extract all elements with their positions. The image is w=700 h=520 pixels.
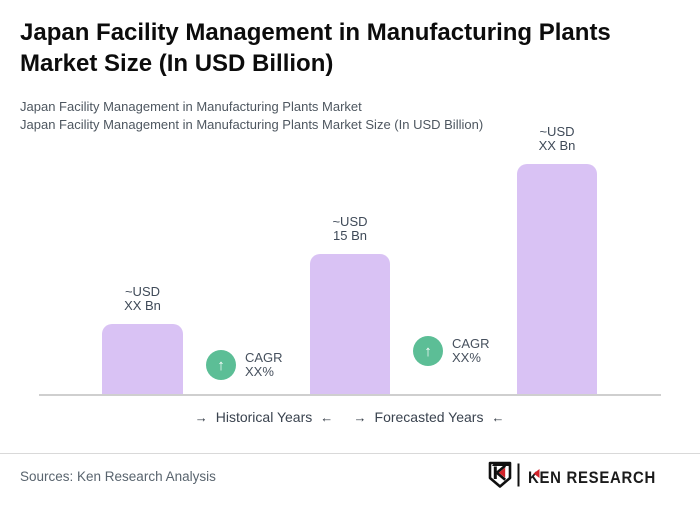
footer-divider xyxy=(0,453,700,454)
cagr-label: CAGR xyxy=(245,350,283,365)
cagr-badge-2: ↑ CAGR XX% xyxy=(413,336,490,366)
up-arrow-icon: ↑ xyxy=(413,336,443,366)
historical-years-label: Historical Years xyxy=(215,409,313,425)
x-axis-line xyxy=(39,394,661,396)
right-arrow-icon: → xyxy=(194,410,208,425)
right-arrow-icon: → xyxy=(353,410,367,425)
page-title: Japan Facility Management in Manufacturi… xyxy=(20,19,611,77)
left-arrow-icon: ← xyxy=(491,410,505,425)
up-arrow-glyph: ↑ xyxy=(217,356,225,374)
cagr-badge-1: ↑ CAGR XX% xyxy=(206,350,283,380)
x-axis-group-forecasted: → Forecasted Years ← xyxy=(354,409,505,426)
bar-historical-1 xyxy=(102,324,183,394)
sources-note: Sources: Ken Research Analysis xyxy=(20,469,216,484)
bar-value-label-1: ~USD XX Bn xyxy=(102,285,183,313)
logo-separator xyxy=(517,463,520,487)
x-axis-group-historical: → Historical Years ← xyxy=(195,409,334,426)
cagr-text-2: CAGR XX% xyxy=(452,337,490,365)
up-arrow-icon: ↑ xyxy=(206,350,236,380)
bar-historical-2 xyxy=(310,254,390,394)
forecasted-years-label: Forecasted Years xyxy=(374,409,484,425)
cagr-value: XX% xyxy=(245,364,274,379)
logo-wordmark: KEN RESEARCH xyxy=(528,469,656,487)
bar-value-label-2-line1: ~USD xyxy=(332,214,368,229)
bar-value-label-3-line2: XX Bn xyxy=(538,138,576,153)
up-arrow-glyph: ↑ xyxy=(424,342,432,360)
bar-value-label-3: ~USD XX Bn xyxy=(517,125,597,153)
bar-value-label-1-line1: ~USD xyxy=(124,284,161,299)
bar-value-label-2: ~USD 15 Bn xyxy=(310,215,390,243)
left-arrow-icon: ← xyxy=(320,410,334,425)
cagr-value: XX% xyxy=(452,350,481,365)
bar-value-label-2-line2: 15 Bn xyxy=(333,228,367,243)
ken-shield-k-icon xyxy=(488,461,512,488)
cagr-label: CAGR xyxy=(452,336,490,351)
chart-subtitle-line1: Japan Facility Management in Manufacturi… xyxy=(20,99,362,114)
bar-value-label-1-line2: XX Bn xyxy=(124,298,161,313)
cagr-text-1: CAGR XX% xyxy=(245,351,283,379)
bar-value-label-3-line1: ~USD xyxy=(539,124,575,139)
bar-forecast xyxy=(517,164,597,394)
logo-k-red-triangle xyxy=(533,469,540,478)
ken-research-logo: KEN RESEARCH xyxy=(488,461,656,488)
chart-subtitle-line2: Japan Facility Management in Manufacturi… xyxy=(20,117,484,132)
